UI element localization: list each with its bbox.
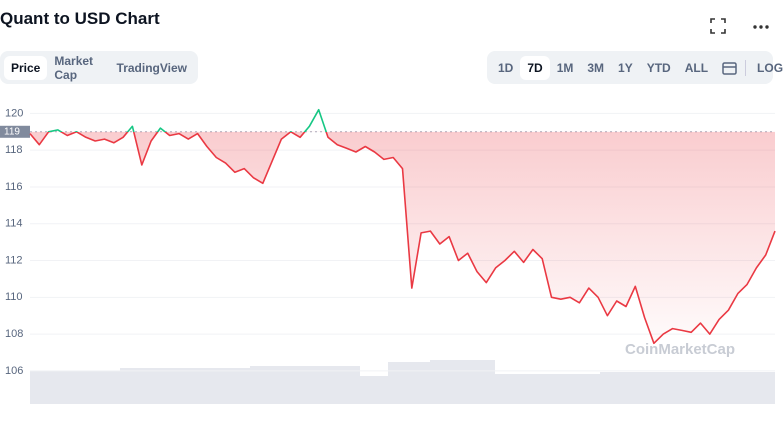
- watermark: CoinMarketCap: [625, 341, 735, 358]
- range-button[interactable]: 1Y: [618, 60, 633, 75]
- range-button[interactable]: YTD: [646, 60, 671, 75]
- range-button[interactable]: ALL: [684, 60, 709, 75]
- more-icon[interactable]: [753, 25, 769, 29]
- y-tick-label: 110: [5, 291, 23, 303]
- tab[interactable]: Price: [4, 55, 48, 80]
- chart-title: Quant to USD Chart: [0, 9, 160, 28]
- reference-badge: [0, 125, 30, 138]
- y-tick-label: 118: [5, 144, 23, 156]
- range-button[interactable]: 1M: [556, 60, 574, 75]
- reference-label: 119: [4, 126, 20, 137]
- y-tick-label: 106: [5, 365, 23, 377]
- tab[interactable]: Market Cap: [54, 53, 94, 82]
- header-icons: [710, 18, 769, 34]
- volume-area: [30, 360, 775, 404]
- calendar-icon[interactable]: [715, 59, 747, 76]
- range-button[interactable]: 1D: [498, 60, 514, 75]
- log-toggle[interactable]: LOG: [757, 60, 783, 75]
- y-tick-label: 120: [5, 107, 23, 119]
- y-tick-label: 112: [5, 254, 23, 266]
- tab[interactable]: TradingView: [116, 60, 187, 75]
- y-tick-label: 108: [5, 328, 23, 340]
- price-line: [29, 108, 776, 345]
- price-area: [30, 131, 775, 344]
- fullscreen-icon[interactable]: [710, 18, 726, 34]
- tab-group: Price Market Cap TradingView: [0, 51, 198, 84]
- y-tick-label: 114: [5, 218, 23, 230]
- range-group: 1D 7D 1M 3M 1Y YTD ALL LOG: [487, 51, 783, 84]
- range-button[interactable]: 3M: [587, 60, 605, 75]
- y-tick-label: 116: [5, 181, 23, 193]
- range-button[interactable]: 7D: [520, 55, 550, 80]
